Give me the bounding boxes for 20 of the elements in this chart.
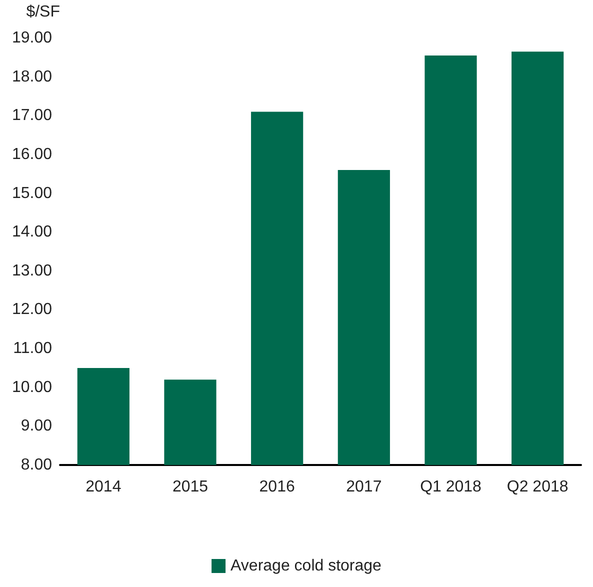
- legend-label: Average cold storage: [230, 558, 382, 574]
- y-tick-label: 16.00: [12, 146, 52, 163]
- y-tick-label: 14.00: [12, 224, 52, 241]
- y-tick-label: 8.00: [20, 456, 52, 474]
- x-tick-label: 2016: [259, 478, 295, 496]
- y-tick-label: 17.00: [12, 107, 52, 124]
- x-tick-label: 2014: [86, 478, 122, 496]
- y-tick-label: 11.00: [13, 340, 52, 358]
- y-tick-label: 9.00: [20, 418, 52, 435]
- x-tick-label: 2015: [172, 478, 208, 496]
- y-tick-label: 12.00: [12, 301, 52, 318]
- x-tick-label: Q2 2018: [506, 478, 568, 496]
- x-tick-label: 2017: [346, 478, 382, 496]
- x-tick-label: Q1 2018: [420, 478, 482, 496]
- y-tick-label: 15.00: [12, 184, 52, 202]
- y-tick-label: 18.00: [12, 68, 52, 86]
- y-axis-title: $/SF: [26, 4, 60, 20]
- y-tick-label: 10.00: [12, 378, 52, 396]
- y-tick-label: 13.00: [12, 262, 52, 280]
- y-tick-label: 19.00: [12, 30, 52, 46]
